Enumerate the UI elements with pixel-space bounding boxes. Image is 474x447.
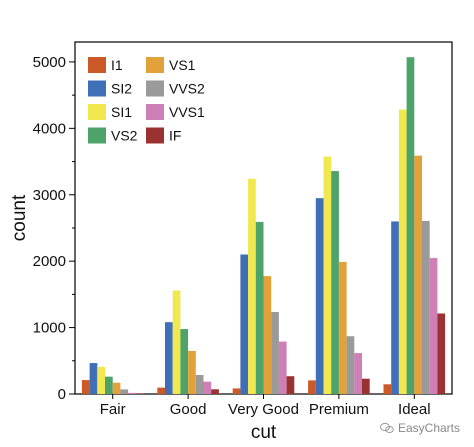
bar-vvs2-good xyxy=(195,375,204,394)
bar-vs1-premium xyxy=(338,261,347,394)
watermark-text: EasyCharts xyxy=(397,421,460,435)
bar-group xyxy=(81,57,446,395)
x-tick-label: Fair xyxy=(100,401,126,418)
bar-vvs2-premium xyxy=(346,336,355,394)
y-tick-label: 4000 xyxy=(33,120,66,137)
legend-swatch-vvs2 xyxy=(146,80,164,97)
bar-vs2-premium xyxy=(331,171,339,394)
bar-vs1-very-good xyxy=(263,276,272,394)
legend-label-i1: I1 xyxy=(111,57,123,73)
bar-si2-premium xyxy=(315,198,324,394)
legend-swatch-i1 xyxy=(88,57,106,73)
bar-if-good xyxy=(211,389,219,394)
bar-vvs2-very-good xyxy=(271,311,279,394)
bar-vvs2-fair xyxy=(120,389,129,394)
bar-vvs1-very-good xyxy=(278,341,287,394)
bar-si2-ideal xyxy=(391,221,399,394)
legend-label-si1: SI1 xyxy=(111,104,132,120)
bar-i1-very-good xyxy=(232,388,241,394)
x-tick-label: Good xyxy=(170,401,207,418)
legend-swatch-vs1 xyxy=(146,57,164,73)
legend-swatch-if xyxy=(146,127,164,144)
legend-label-vs1: VS1 xyxy=(169,57,196,73)
bar-vs2-ideal xyxy=(406,57,415,395)
bar-vs1-fair xyxy=(112,382,121,394)
legend-label-if: IF xyxy=(169,128,181,144)
bar-i1-ideal xyxy=(383,384,392,394)
legend-swatch-vvs1 xyxy=(146,104,164,120)
bar-si1-fair xyxy=(97,366,105,394)
legend-swatch-vs2 xyxy=(88,127,106,144)
watermark: EasyCharts xyxy=(379,421,460,435)
bar-vvs2-ideal xyxy=(422,220,430,394)
bar-vs1-good xyxy=(188,350,196,394)
bar-si1-very-good xyxy=(248,178,256,394)
bar-if-very-good xyxy=(286,376,295,394)
x-axis-title: cut xyxy=(251,422,277,443)
y-tick-label: 5000 xyxy=(33,54,66,71)
legend-label-si2: SI2 xyxy=(111,81,132,97)
legend: I1 SI2 SI1 VS2 VS1 VVS2 VVS1 IF xyxy=(88,57,205,144)
legend-label-vvs1: VVS1 xyxy=(169,104,205,120)
bar-si1-ideal xyxy=(398,109,407,394)
x-tick-label: Very Good xyxy=(228,401,299,418)
bar-i1-premium xyxy=(308,380,316,394)
bar-vvs1-ideal xyxy=(429,258,438,394)
bar-vvs1-fair xyxy=(128,392,136,394)
legend-swatch-si1 xyxy=(88,104,106,120)
bar-vvs1-good xyxy=(203,381,212,394)
legend-label-vvs2: VVS2 xyxy=(169,81,205,97)
bar-i1-fair xyxy=(81,380,90,394)
bar-i1-good xyxy=(157,387,165,394)
y-axis-title: count xyxy=(9,194,30,241)
chat-bubble-icon xyxy=(379,422,394,433)
bar-si2-fair xyxy=(89,363,98,394)
x-tick-label: Ideal xyxy=(398,401,431,418)
bar-vvs1-premium xyxy=(354,353,362,394)
bar-vs2-fair xyxy=(105,376,113,394)
bar-vs2-very-good xyxy=(255,221,264,394)
bar-if-premium xyxy=(362,378,370,394)
bar-si1-good xyxy=(172,290,181,394)
bar-si1-premium xyxy=(323,156,332,394)
bar-vs1-ideal xyxy=(414,155,422,394)
bar-si2-very-good xyxy=(240,254,249,394)
y-tick-label: 2000 xyxy=(33,253,66,270)
bar-si2-good xyxy=(165,322,173,394)
bar-if-fair xyxy=(135,393,144,394)
bar-vs2-good xyxy=(180,329,189,394)
y-tick-label: 3000 xyxy=(33,187,66,204)
legend-swatch-si2 xyxy=(88,80,106,97)
bar-if-ideal xyxy=(437,313,446,394)
y-tick-label: 0 xyxy=(58,386,66,403)
legend-label-vs2: VS2 xyxy=(111,128,138,144)
x-tick-label: Premium xyxy=(309,401,369,418)
axes: 0 1000 2000 3000 4000 5000 Fair Good Very Good Pr… xyxy=(33,41,453,418)
y-tick-label: 1000 xyxy=(33,320,66,337)
